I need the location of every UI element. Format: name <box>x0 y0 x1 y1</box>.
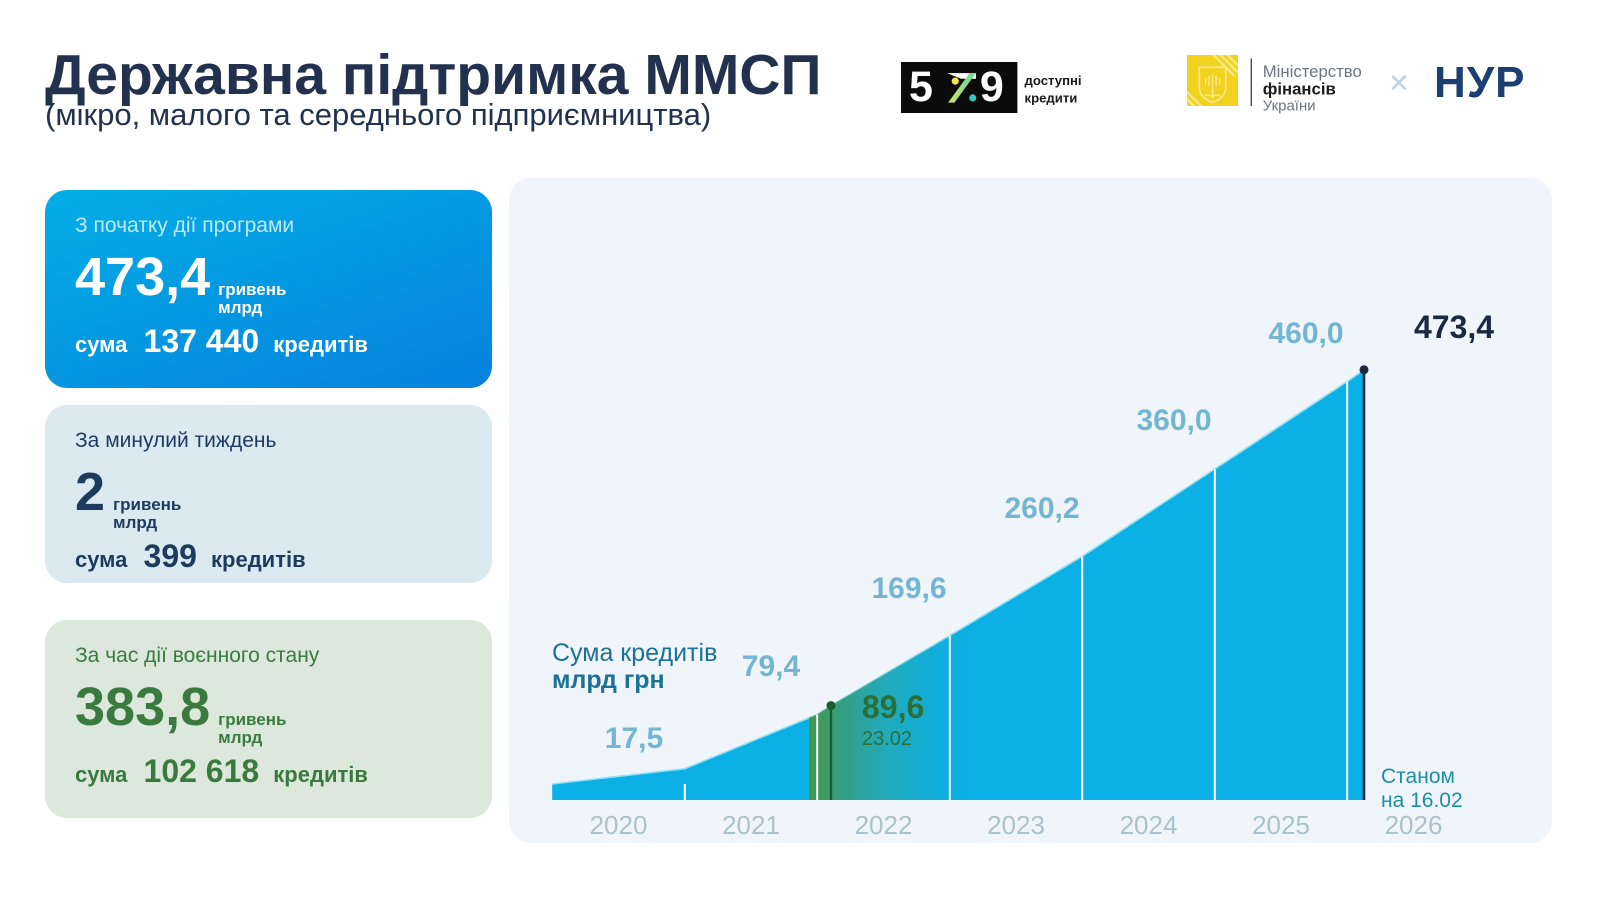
svg-text:260,2: 260,2 <box>1004 492 1079 525</box>
svg-text:Міністерство: Міністерство <box>1263 62 1362 81</box>
svg-text:360,0: 360,0 <box>1136 404 1211 437</box>
svg-text:фінансів: фінансів <box>1263 80 1336 99</box>
svg-text:79,4: 79,4 <box>742 650 801 683</box>
svg-text:169,6: 169,6 <box>871 572 946 605</box>
svg-text:доступні: доступні <box>1025 73 1082 88</box>
svg-text:17,5: 17,5 <box>605 722 663 755</box>
svg-text:2021: 2021 <box>722 810 780 840</box>
svg-text:473,4: 473,4 <box>1414 309 1494 345</box>
svg-text:Сума кредитів: Сума кредитів <box>552 639 717 667</box>
svg-text:9: 9 <box>980 63 1004 111</box>
svg-text:Станом: Станом <box>1381 765 1455 788</box>
svg-text:89,6: 89,6 <box>862 689 924 725</box>
svg-text:2024: 2024 <box>1120 810 1178 840</box>
svg-text:на 16.02: на 16.02 <box>1381 789 1463 812</box>
svg-text:23.02: 23.02 <box>862 728 912 750</box>
svg-text:460,0: 460,0 <box>1268 317 1343 350</box>
svg-text:2020: 2020 <box>590 810 648 840</box>
svg-text:2023: 2023 <box>987 810 1045 840</box>
svg-text:млрд грн: млрд грн <box>552 666 665 694</box>
svg-text:2022: 2022 <box>855 810 913 840</box>
svg-text:2026: 2026 <box>1385 810 1443 840</box>
svg-text:України: України <box>1263 97 1316 114</box>
svg-text:кредити: кредити <box>1025 91 1078 106</box>
svg-text:5: 5 <box>909 63 933 111</box>
svg-text:2025: 2025 <box>1252 810 1310 840</box>
